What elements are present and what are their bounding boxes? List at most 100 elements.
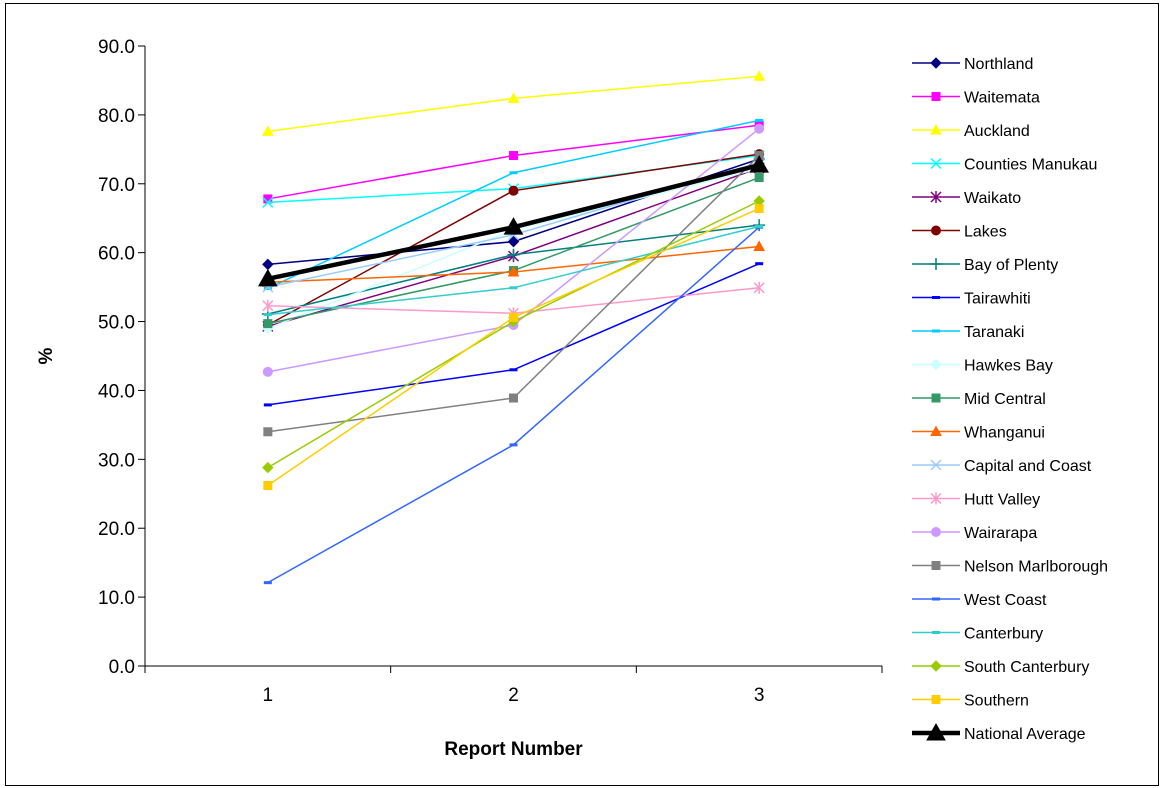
legend-swatch-marker [931, 527, 941, 537]
data-point-tairawhiti [263, 403, 272, 407]
y-tick-label: 40.0 [98, 381, 135, 402]
legend-swatch-marker [932, 329, 940, 333]
y-tick-label: 50.0 [98, 313, 135, 334]
series-line-northland [267, 158, 760, 266]
data-point-west-coast [263, 581, 272, 585]
data-point-whanganui [507, 265, 520, 277]
data-point-canterbury [509, 286, 518, 290]
legend-label: Lakes [964, 224, 1007, 241]
plot-area [257, 70, 770, 585]
x-tick-label: 3 [754, 685, 765, 706]
legend-label: West Coast [964, 592, 1047, 609]
legend-label: National Average [964, 726, 1086, 743]
data-point-northland [262, 258, 274, 271]
legend-label: Southern [964, 693, 1029, 710]
legend-item-lakes: Lakes [912, 224, 1007, 241]
data-point-southern [754, 204, 764, 214]
legend-label: Hutt Valley [964, 492, 1040, 509]
data-point-southern [509, 312, 518, 322]
legend-item-canterbury: Canterbury [912, 626, 1043, 643]
y-tick-label: 20.0 [98, 519, 135, 540]
x-axis-title: Report Number [444, 739, 583, 760]
y-tick-label: 0.0 [109, 657, 135, 678]
legend-swatch-marker [931, 561, 941, 570]
legend-label: Tairawhiti [964, 291, 1031, 308]
series-line-nelson-marlborough [267, 154, 760, 433]
legend-swatch-marker [931, 695, 941, 704]
data-point-tairawhiti [755, 262, 764, 266]
series-national-average [257, 155, 770, 287]
data-point-national-average [503, 217, 524, 235]
legend-item-national-average: National Average [912, 722, 1086, 743]
legend-label: Nelson Marlborough [964, 559, 1108, 576]
legend-item-waikato: Waikato [912, 190, 1021, 207]
legend-item-hutt-valley: Hutt Valley [912, 492, 1040, 509]
legend-item-counties-manukau: Counties Manukau [912, 157, 1097, 174]
y-axis: 0.0 10.0 20.0 30.0 40.0 50.0 60.0 70.0 80.0 90.0 [98, 37, 146, 678]
series-line-auckland [267, 75, 760, 133]
legend-swatch-marker [931, 92, 941, 101]
legend-swatch-marker [930, 425, 942, 436]
legend-label: Waikato [964, 190, 1021, 207]
legend-label: Waitemata [964, 90, 1040, 107]
legend-item-southern: Southern [912, 693, 1029, 710]
legend-item-auckland: Auckland [912, 123, 1030, 140]
series-tairawhiti [263, 262, 764, 407]
data-point-wairarapa [262, 366, 273, 377]
data-point-taranaki [263, 286, 272, 290]
legend-item-mid-central: Mid Central [912, 391, 1046, 408]
y-tick-label: 90.0 [98, 37, 135, 58]
data-point-taranaki [509, 171, 518, 175]
legend-label: Canterbury [964, 626, 1043, 643]
legend-swatch-marker [931, 225, 941, 236]
data-point-southern [263, 481, 273, 491]
data-point-hutt-valley [753, 281, 765, 294]
data-point-canterbury [263, 313, 272, 317]
data-point-auckland [261, 125, 274, 136]
legend-label: Taranaki [964, 324, 1024, 341]
legend-swatch-marker [932, 296, 940, 299]
legend-label: Bay of Plenty [964, 257, 1058, 274]
data-point-whanganui [753, 240, 766, 251]
y-tick-label: 30.0 [98, 450, 135, 471]
legend-swatch-marker [930, 123, 942, 135]
y-tick-label: 70.0 [98, 175, 135, 196]
data-point-national-average [257, 268, 278, 287]
legend: Northland Waitemata Auckland Counties Manuk… [912, 56, 1108, 743]
legend-swatch-marker [930, 57, 942, 69]
legend-label: Counties Manukau [964, 157, 1097, 174]
series-taranaki [263, 118, 764, 290]
data-point-national-average [749, 155, 770, 173]
data-point-mid-central [754, 173, 764, 183]
legend-swatch-marker [932, 631, 940, 634]
legend-item-wairarapa: Wairarapa [912, 525, 1037, 542]
data-point-auckland [507, 92, 520, 103]
legend-swatch-marker [930, 258, 942, 270]
legend-item-taranaki: Taranaki [912, 324, 1024, 341]
legend-item-waitemata: Waitemata [912, 90, 1040, 107]
legend-label: Whanganui [964, 425, 1045, 442]
legend-swatch-marker [930, 492, 942, 505]
y-tick-label: 60.0 [98, 244, 135, 265]
series-auckland [261, 70, 766, 136]
legend-label: South Canterbury [964, 659, 1089, 676]
data-point-mid-central [263, 319, 273, 329]
legend-item-bay-of-plenty: Bay of Plenty [912, 257, 1058, 274]
data-point-northland [507, 235, 520, 248]
data-point-west-coast [509, 443, 518, 447]
legend-swatch-marker [930, 191, 942, 203]
x-tick-label: 1 [263, 685, 274, 706]
legend-item-tairawhiti: Tairawhiti [912, 291, 1031, 308]
legend-item-northland: Northland [912, 56, 1033, 73]
legend-label: Northland [964, 56, 1033, 73]
legend-label: Mid Central [964, 391, 1046, 408]
legend-swatch-marker [930, 358, 942, 371]
series-canterbury [263, 224, 764, 317]
data-point-waitemata [509, 151, 518, 161]
data-point-lakes [508, 185, 519, 196]
legend-swatch-marker [930, 660, 942, 672]
series-southern [263, 204, 764, 491]
data-point-wairarapa [754, 123, 765, 134]
legend-item-west-coast: West Coast [912, 592, 1047, 609]
data-point-tairawhiti [509, 368, 518, 372]
